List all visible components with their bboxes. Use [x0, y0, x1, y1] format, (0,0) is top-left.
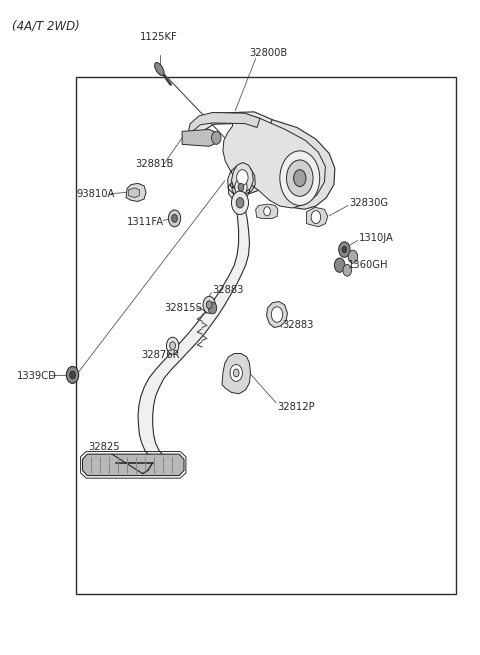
Circle shape: [212, 132, 221, 144]
Polygon shape: [256, 204, 278, 218]
Polygon shape: [126, 183, 146, 202]
Circle shape: [203, 296, 216, 313]
Ellipse shape: [155, 62, 164, 75]
Circle shape: [66, 366, 79, 383]
Polygon shape: [83, 454, 184, 476]
Text: (4A/T 2WD): (4A/T 2WD): [12, 19, 80, 32]
Circle shape: [170, 342, 176, 350]
Circle shape: [167, 337, 179, 354]
Circle shape: [342, 246, 347, 253]
Text: 32825: 32825: [88, 442, 120, 452]
Circle shape: [280, 151, 320, 206]
Polygon shape: [222, 354, 251, 394]
Text: 32883: 32883: [213, 285, 244, 295]
Circle shape: [206, 301, 212, 309]
Text: 93810A: 93810A: [76, 189, 115, 198]
Circle shape: [172, 214, 178, 222]
Text: 1310JA: 1310JA: [359, 233, 394, 243]
Polygon shape: [138, 199, 250, 462]
Text: 32876R: 32876R: [141, 350, 180, 360]
Circle shape: [264, 207, 270, 215]
Polygon shape: [188, 113, 260, 134]
Circle shape: [235, 179, 247, 196]
Polygon shape: [230, 119, 335, 210]
Text: 1125KF: 1125KF: [140, 31, 178, 42]
Bar: [76, 77, 456, 594]
Circle shape: [343, 265, 351, 276]
Polygon shape: [190, 112, 272, 137]
Text: 1339CD: 1339CD: [17, 371, 57, 381]
Circle shape: [208, 302, 217, 314]
Circle shape: [236, 198, 244, 208]
Text: 1311FA: 1311FA: [127, 217, 164, 227]
Circle shape: [168, 210, 180, 227]
Circle shape: [287, 160, 313, 196]
Polygon shape: [231, 162, 253, 193]
Circle shape: [231, 191, 249, 214]
Circle shape: [339, 242, 350, 257]
Text: 32881B: 32881B: [136, 159, 174, 169]
Circle shape: [271, 307, 283, 322]
Text: 32883: 32883: [283, 320, 314, 330]
Polygon shape: [129, 188, 139, 198]
Circle shape: [238, 183, 244, 191]
Circle shape: [348, 250, 358, 263]
Circle shape: [230, 365, 242, 381]
Text: 32830G: 32830G: [349, 198, 388, 208]
Circle shape: [311, 211, 321, 223]
Circle shape: [335, 258, 345, 272]
Circle shape: [294, 170, 306, 187]
Text: 32815S: 32815S: [164, 303, 202, 313]
Polygon shape: [266, 301, 288, 328]
Text: 1360GH: 1360GH: [348, 259, 389, 269]
Polygon shape: [182, 130, 219, 146]
Circle shape: [233, 369, 239, 377]
Text: 32800B: 32800B: [250, 48, 288, 58]
Polygon shape: [223, 114, 325, 208]
Circle shape: [70, 371, 75, 379]
Polygon shape: [306, 208, 328, 227]
Text: 32812P: 32812P: [277, 402, 314, 412]
Circle shape: [237, 170, 248, 185]
